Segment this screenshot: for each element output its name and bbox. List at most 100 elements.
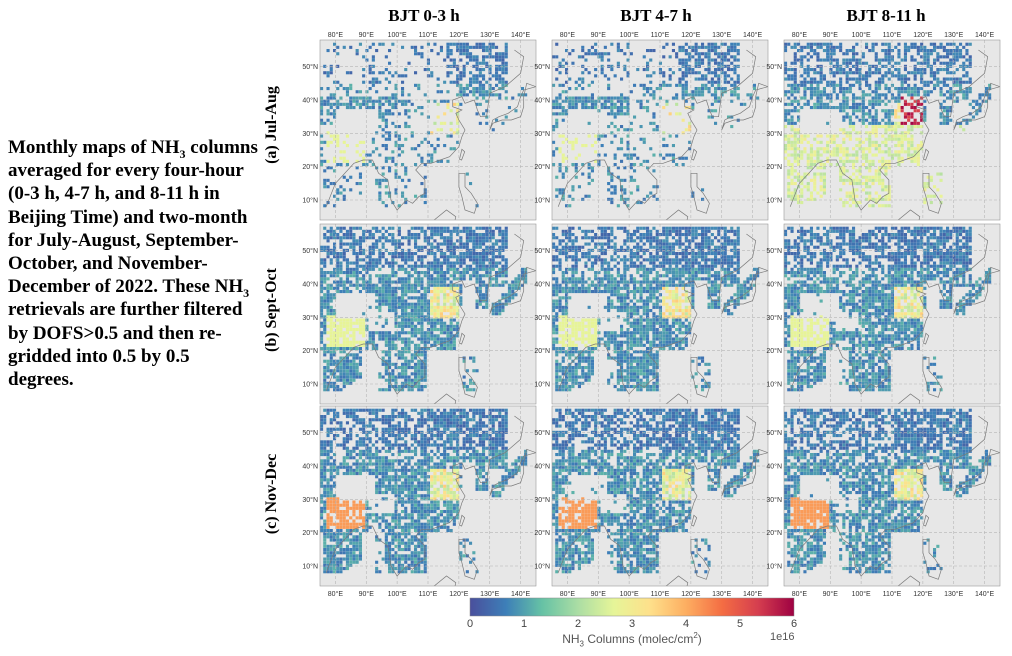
lon-tick-label: 80°E (792, 590, 808, 598)
lat-tick-label: 50°N (302, 63, 318, 71)
lat-tick-label: 20°N (766, 347, 782, 355)
nh3-cells (552, 408, 760, 574)
lon-tick-label: 140°E (743, 31, 762, 39)
lat-tick-label: 40°N (766, 281, 782, 289)
nh3-cells (784, 226, 992, 392)
lon-tick-label: 100°E (852, 31, 871, 39)
colorbar (469, 597, 795, 617)
lat-tick-label: 10°N (766, 563, 782, 571)
lon-tick-label: 90°E (359, 590, 375, 598)
colorbar-exponent: 1e16 (770, 631, 795, 643)
lon-tick-label: 110°E (651, 590, 670, 598)
lat-tick-label: 20°N (534, 347, 550, 355)
map-frame (319, 39, 537, 221)
map-frame (551, 39, 769, 221)
lat-tick-label: 50°N (766, 247, 782, 255)
graticule (552, 224, 768, 404)
lat-tick-label: 40°N (302, 281, 318, 289)
lon-tick-label: 110°E (883, 31, 902, 39)
colorbar-tick: 3 (628, 618, 636, 630)
map-frame (551, 223, 769, 405)
graticule (784, 40, 1000, 220)
lat-tick-label: 20°N (534, 529, 550, 537)
lon-tick-label: 80°E (792, 31, 808, 39)
lon-tick-label: 120°E (913, 590, 932, 598)
lon-tick-label: 90°E (359, 31, 375, 39)
nh3-cells (552, 226, 760, 392)
lon-tick-label: 140°E (975, 31, 994, 39)
lat-tick-label: 50°N (766, 63, 782, 71)
colorbar-tick: 1 (520, 618, 528, 630)
coastline (557, 415, 768, 586)
lon-tick-label: 140°E (743, 590, 762, 598)
graticule (784, 406, 1000, 586)
lat-tick-label: 40°N (534, 97, 550, 105)
lat-tick-label: 20°N (766, 529, 782, 537)
lat-tick-label: 10°N (766, 381, 782, 389)
lon-tick-label: 100°E (388, 31, 407, 39)
nh3-cells (784, 42, 992, 208)
map-frame (783, 223, 1001, 405)
lon-tick-label: 140°E (975, 590, 994, 598)
figure-caption: Monthly maps of NH3 columns averaged for… (8, 137, 258, 391)
lat-tick-label: 20°N (534, 163, 550, 171)
lon-tick-label: 110°E (883, 590, 902, 598)
graticule (320, 224, 536, 404)
colorbar-tick: 5 (736, 618, 744, 630)
graticule (784, 224, 1000, 404)
map-frame (319, 405, 537, 587)
lon-tick-label: 120°E (449, 590, 468, 598)
lon-tick-label: 100°E (620, 590, 639, 598)
column-title-4-7h: BJT 4-7 h (620, 6, 692, 25)
lat-tick-label: 50°N (302, 247, 318, 255)
colorbar-tick: 4 (682, 618, 690, 630)
coastline (789, 415, 1000, 586)
lon-tick-label: 80°E (328, 590, 344, 598)
lat-tick-label: 20°N (302, 163, 318, 171)
nh3-cells (784, 408, 992, 574)
lon-tick-label: 140°E (511, 31, 530, 39)
map-frame (551, 405, 769, 587)
lat-tick-label: 30°N (766, 130, 782, 138)
lat-tick-label: 30°N (534, 314, 550, 322)
lon-tick-label: 90°E (591, 31, 607, 39)
lon-tick-label: 130°E (480, 31, 499, 39)
lon-tick-label: 120°E (449, 31, 468, 39)
lat-tick-label: 30°N (302, 496, 318, 504)
column-title-0-3h: BJT 0-3 h (388, 6, 460, 25)
coastline (325, 233, 536, 404)
lat-tick-label: 10°N (302, 197, 318, 205)
map-frame (783, 405, 1001, 587)
lat-tick-label: 10°N (302, 381, 318, 389)
lat-tick-label: 10°N (534, 197, 550, 205)
lon-tick-label: 90°E (823, 590, 839, 598)
lon-tick-label: 120°E (681, 590, 700, 598)
map-panel: 50°N 40°N 30°N 20°N 10°N (534, 223, 769, 405)
lon-tick-label: 110°E (419, 590, 438, 598)
coastline (325, 49, 536, 220)
lat-tick-label: 10°N (302, 563, 318, 571)
lon-tick-label: 100°E (388, 590, 407, 598)
lon-tick-label: 90°E (823, 31, 839, 39)
map-panel: 50°N 40°N 30°N 20°N 10°N (302, 223, 537, 405)
map-panel: 80°E 90°E 100°E 110°E 120°E 130°E 140°E 50°N 40°… (534, 405, 769, 598)
lat-tick-label: 10°N (534, 563, 550, 571)
map-panel: 50°N 40°N 30°N 20°N 10°N (766, 223, 1001, 405)
lon-tick-label: 130°E (480, 590, 499, 598)
map-panel: 80°E 90°E 100°E 110°E 120°E 130°E 140°E 50°N 40°… (766, 405, 1001, 598)
map-panel: 80°E 90°E 100°E 110°E 120°E 130°E 140°E 50°N 40°… (766, 31, 1001, 221)
lat-tick-label: 50°N (302, 429, 318, 437)
lon-tick-label: 110°E (419, 31, 438, 39)
lat-tick-label: 50°N (534, 429, 550, 437)
lat-tick-label: 20°N (302, 529, 318, 537)
colorbar-tick: 2 (574, 618, 582, 630)
lat-tick-label: 40°N (766, 97, 782, 105)
lat-tick-label: 40°N (534, 463, 550, 471)
map-frame (783, 39, 1001, 221)
lat-tick-label: 50°N (534, 247, 550, 255)
lon-tick-label: 80°E (560, 590, 576, 598)
lon-tick-label: 100°E (620, 31, 639, 39)
lat-tick-label: 10°N (534, 381, 550, 389)
map-panel: 80°E 90°E 100°E 110°E 120°E 130°E 140°E 50°N 40°… (302, 31, 537, 221)
